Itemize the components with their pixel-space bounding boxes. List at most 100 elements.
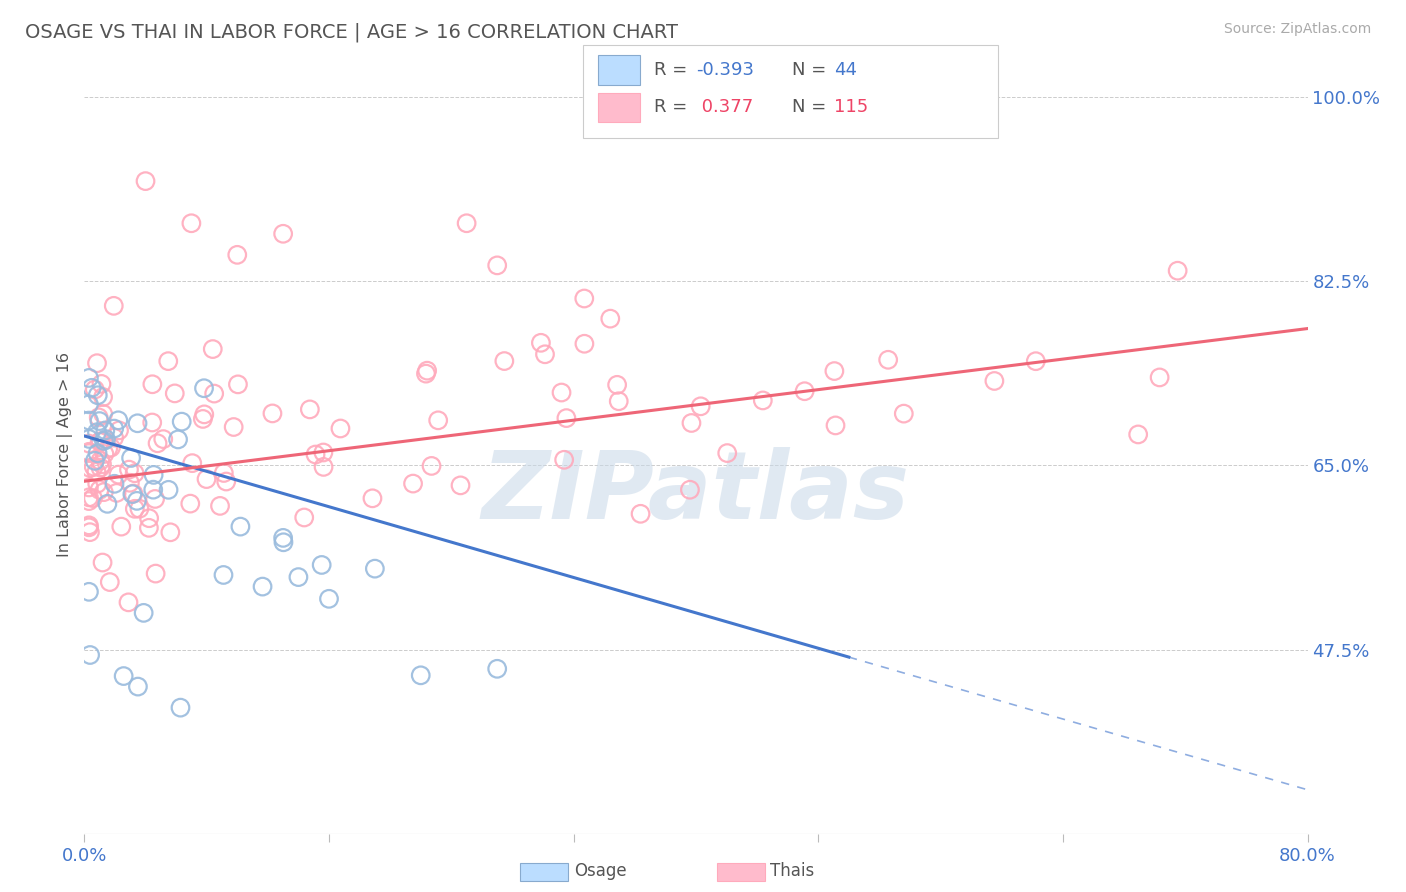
Point	[93, 485, 115, 500]
Point	[550, 385, 572, 400]
Point	[262, 406, 284, 420]
Point	[90, 376, 112, 391]
Point	[89, 434, 111, 449]
Point	[181, 456, 204, 470]
Text: R =: R =	[654, 61, 693, 78]
Point	[94, 432, 117, 446]
Text: Thais: Thais	[770, 863, 814, 880]
Point	[494, 354, 516, 368]
Point	[146, 436, 169, 450]
Point	[83, 454, 105, 468]
Point	[1149, 370, 1171, 384]
Point	[79, 461, 101, 475]
Point	[312, 445, 335, 459]
Point	[79, 525, 101, 540]
Point	[141, 377, 163, 392]
Text: -0.393: -0.393	[696, 61, 754, 78]
Point	[89, 414, 111, 428]
Point	[86, 476, 108, 491]
Point	[252, 580, 274, 594]
Text: N =: N =	[792, 98, 831, 116]
Point	[86, 356, 108, 370]
Point	[80, 381, 103, 395]
Point	[304, 448, 326, 462]
Point	[273, 535, 295, 549]
Point	[77, 584, 100, 599]
Point	[716, 446, 738, 460]
Point	[138, 521, 160, 535]
Point	[83, 459, 105, 474]
Point	[167, 433, 190, 447]
Point	[127, 680, 149, 694]
Point	[122, 486, 145, 500]
Point	[823, 364, 845, 378]
Point	[416, 364, 439, 378]
Point	[157, 354, 180, 368]
Point	[679, 483, 702, 497]
Point	[222, 420, 245, 434]
Point	[103, 421, 125, 435]
Point	[752, 393, 775, 408]
Point	[77, 480, 100, 494]
Point	[142, 467, 165, 482]
Point	[226, 377, 249, 392]
Point	[103, 431, 125, 445]
Point	[86, 446, 108, 460]
Point	[402, 476, 425, 491]
Point	[145, 566, 167, 581]
Point	[1025, 354, 1047, 368]
Point	[574, 292, 596, 306]
Point	[90, 434, 112, 449]
Point	[311, 558, 333, 572]
Point	[599, 311, 621, 326]
Point	[415, 367, 437, 381]
Point	[77, 520, 100, 534]
Point	[179, 497, 201, 511]
Point	[202, 386, 225, 401]
Point	[143, 491, 166, 506]
Point	[103, 299, 125, 313]
Point	[287, 570, 309, 584]
Point	[91, 390, 114, 404]
Point	[77, 491, 100, 505]
Point	[607, 394, 630, 409]
Point	[681, 416, 703, 430]
Text: 0.377: 0.377	[696, 98, 754, 116]
Point	[107, 467, 129, 482]
Point	[163, 386, 186, 401]
Point	[77, 518, 100, 533]
Point	[292, 510, 315, 524]
Point	[89, 454, 111, 468]
Text: N =: N =	[792, 61, 831, 78]
Point	[361, 491, 384, 506]
Point	[169, 700, 191, 714]
Point	[689, 399, 711, 413]
Text: 44: 44	[834, 61, 856, 78]
Point	[142, 483, 165, 497]
Point	[98, 575, 121, 590]
Point	[191, 412, 214, 426]
Point	[86, 465, 108, 479]
Point	[226, 248, 249, 262]
Point	[201, 342, 224, 356]
Point	[93, 447, 115, 461]
Point	[1128, 427, 1150, 442]
Point	[97, 442, 120, 456]
Point	[96, 497, 118, 511]
Point	[877, 352, 900, 367]
Point	[298, 402, 321, 417]
Point	[427, 413, 450, 427]
Point	[125, 494, 148, 508]
Point	[170, 415, 193, 429]
Point	[420, 458, 443, 473]
Point	[534, 347, 557, 361]
Y-axis label: In Labor Force | Age > 16: In Labor Force | Age > 16	[58, 352, 73, 558]
Point	[159, 525, 181, 540]
Point	[77, 371, 100, 385]
Point	[127, 417, 149, 431]
Point	[450, 478, 472, 492]
Point	[824, 418, 846, 433]
Point	[456, 216, 478, 230]
Point	[212, 568, 235, 582]
Point	[77, 436, 100, 450]
